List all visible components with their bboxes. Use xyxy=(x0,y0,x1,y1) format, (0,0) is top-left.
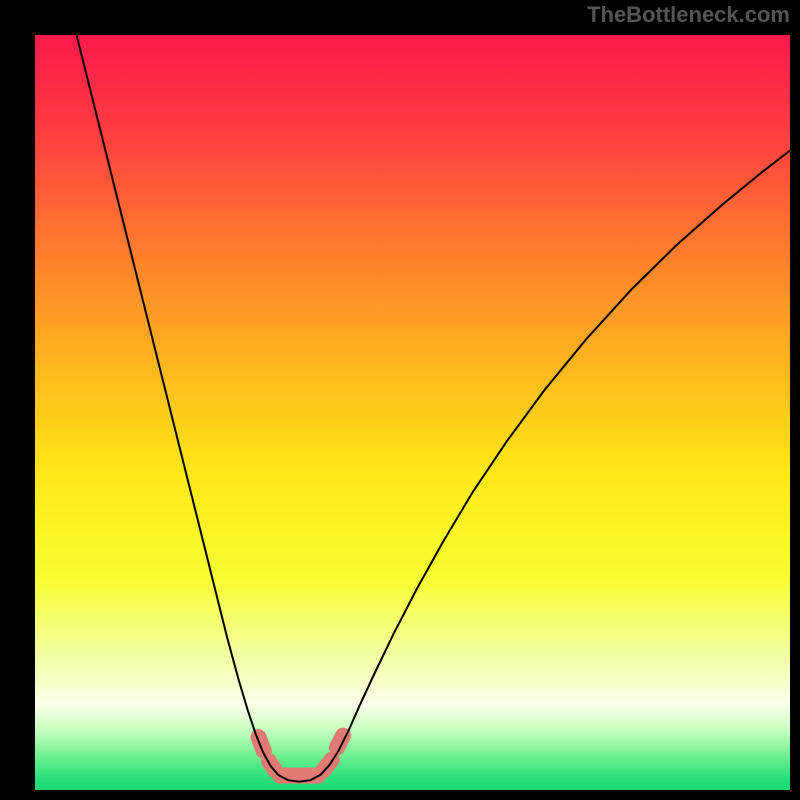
plot-area xyxy=(35,35,790,790)
bottleneck-curve xyxy=(77,35,790,782)
curve-layer xyxy=(35,35,790,790)
chart-container: TheBottleneck.com xyxy=(0,0,800,800)
watermark-text: TheBottleneck.com xyxy=(587,2,790,28)
